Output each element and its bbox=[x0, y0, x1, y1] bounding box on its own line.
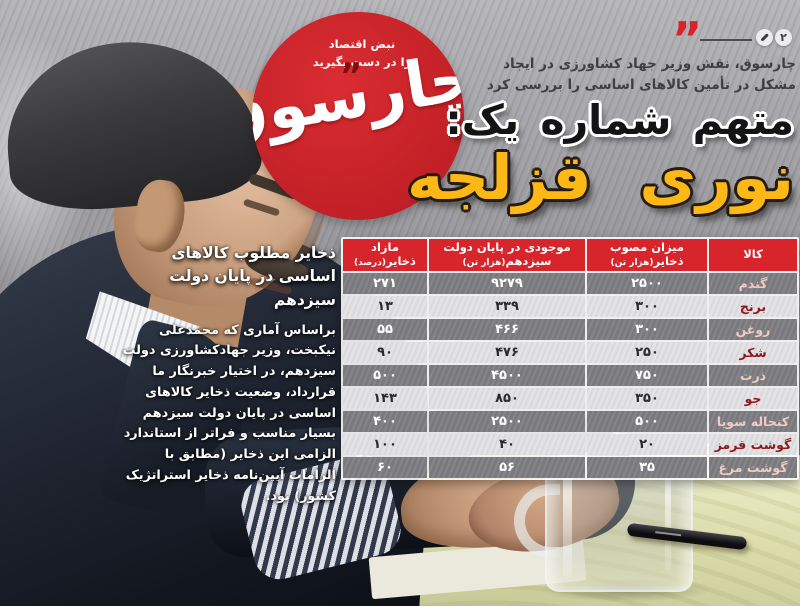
table-row-cell: ۵۵ bbox=[343, 318, 427, 340]
table-row-cell: گوشت مرغ bbox=[709, 456, 797, 478]
story-body: براساس آماری که محمدعلی نیکبخت، وزیر جها… bbox=[122, 322, 336, 504]
logo-quote-icon: ” bbox=[340, 56, 363, 96]
table-row-cell: ۲۵۰۰ bbox=[587, 272, 707, 294]
table-row-cell: ۴۰۰ bbox=[343, 410, 427, 432]
table-row-cell: ۵۶ bbox=[429, 456, 585, 478]
pencil-icon bbox=[756, 29, 773, 46]
table-row-cell: روغن bbox=[709, 318, 797, 340]
table-row-cell: ۵۰۰ bbox=[343, 364, 427, 386]
reserves-table: کالا میزان مصوب ذخایر(هزار تن) موجودی در… bbox=[341, 237, 799, 480]
table-row-cell: گندم bbox=[709, 272, 797, 294]
table-row-cell: کنجاله سویا bbox=[709, 410, 797, 432]
table-row-cell: ۴۷۶ bbox=[429, 341, 585, 363]
table-row-cell: برنج bbox=[709, 295, 797, 317]
pencil-icon-stroke bbox=[760, 33, 769, 42]
table-row-cell: ۴۶۶ bbox=[429, 318, 585, 340]
table-row-cell: ذرت bbox=[709, 364, 797, 386]
intro-line1: چارسوق، نقش وزیر جهاد کشاورزی در ایجاد bbox=[503, 56, 796, 72]
col-header-surplus: مازاد ذخایر(درصد) bbox=[343, 239, 427, 271]
table-row-cell: جو bbox=[709, 387, 797, 409]
headline-kicker: متهم شماره یک: bbox=[445, 96, 794, 144]
table-row-cell: ۳۰۰ bbox=[587, 295, 707, 317]
col-header-approved: میزان مصوب ذخایر(هزار تن) bbox=[587, 239, 707, 271]
glass-mug-handle bbox=[514, 484, 560, 558]
intro-text: چارسوق، نقش وزیر جهاد کشاورزی در ایجاد م… bbox=[486, 54, 796, 96]
table-row-cell: ۲۰ bbox=[587, 433, 707, 455]
table-row-cell: ۹۲۷۹ bbox=[429, 272, 585, 294]
table-row-cell: ۳۵۰ bbox=[587, 387, 707, 409]
logo-tagline-line2: را در دست بگیرید bbox=[312, 54, 412, 69]
col-header-inventory: موجودی در پایان دولت سیزدهم(هزار تن) bbox=[429, 239, 585, 271]
page-number-badge: ۲ bbox=[775, 29, 792, 46]
table-row-cell: گوشت قرمز bbox=[709, 433, 797, 455]
table-row-cell: ۳۰۰ bbox=[587, 318, 707, 340]
table-row-cell: ۲۵۰۰ bbox=[429, 410, 585, 432]
glass-highlight-2 bbox=[665, 476, 671, 572]
table-row-cell: ۱۴۳ bbox=[343, 387, 427, 409]
table-row-cell: ۵۰۰ bbox=[587, 410, 707, 432]
table-row-cell: ۹۰ bbox=[343, 341, 427, 363]
table-row-cell: ۷۵۰ bbox=[587, 364, 707, 386]
intro-line2: مشکل در تأمین کالاهای اساسی را بررسی کرد bbox=[486, 76, 796, 93]
quote-icon: ” bbox=[672, 12, 703, 66]
table-row-cell: ۶۰ bbox=[343, 456, 427, 478]
logo-wordmark: چارسوق bbox=[252, 40, 464, 156]
table-row-cell: ۲۷۱ bbox=[343, 272, 427, 294]
table-row-cell: ۴۵۰۰ bbox=[429, 364, 585, 386]
table-row-cell: شکر bbox=[709, 341, 797, 363]
table-row-cell: ۴۰ bbox=[429, 433, 585, 455]
logo-tagline: نبض اقتصاد را در دست بگیرید bbox=[296, 36, 428, 72]
table-row-cell: ۳۳۹ bbox=[429, 295, 585, 317]
glass-highlight bbox=[563, 472, 572, 578]
headline-title: نوری قزلجه bbox=[407, 141, 794, 214]
table-row-cell: ۱۰۰ bbox=[343, 433, 427, 455]
table-row-cell: ۳۵ bbox=[587, 456, 707, 478]
table-row-cell: ۱۳ bbox=[343, 295, 427, 317]
col-header-goods: کالا bbox=[709, 239, 797, 271]
charsough-logo: نبض اقتصاد را در دست بگیرید ” چارسوق bbox=[252, 12, 464, 220]
table-row-cell: ۲۵۰ bbox=[587, 341, 707, 363]
story-title: ذخایر مطلوب کالاهای اساسی در پایان دولت … bbox=[169, 244, 336, 309]
masthead-rule-line bbox=[700, 39, 752, 41]
logo-tagline-line1: نبض اقتصاد bbox=[328, 37, 396, 51]
story-block: ذخایر مطلوب کالاهای اساسی در پایان دولت … bbox=[120, 242, 336, 507]
table-row-cell: ۸۵۰ bbox=[429, 387, 585, 409]
